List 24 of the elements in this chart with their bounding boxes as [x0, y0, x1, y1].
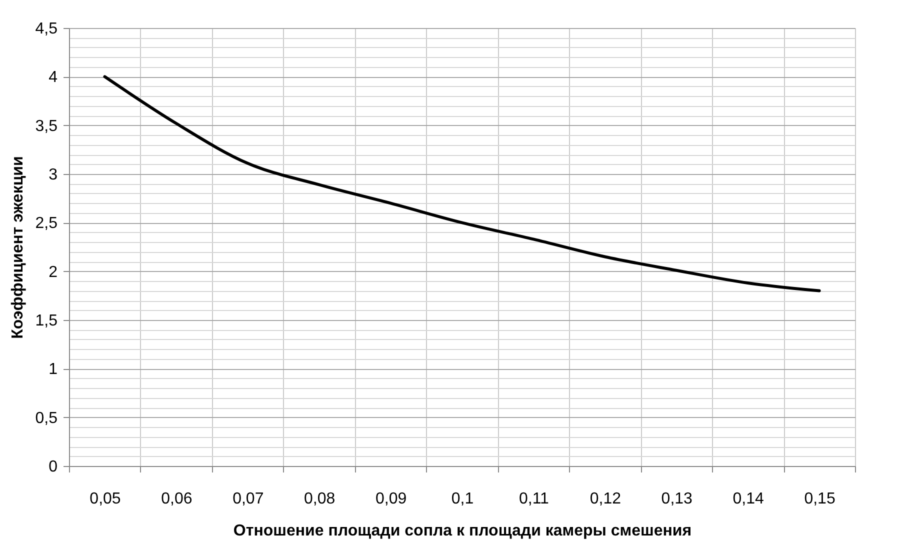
x-tick-label: 0,09 — [375, 490, 407, 508]
y-tick-label: 0 — [48, 458, 58, 476]
x-tick-label: 0,1 — [451, 490, 474, 508]
x-tick-label: 0,06 — [161, 490, 192, 508]
x-tick-label: 0,08 — [304, 490, 336, 508]
x-tick-label: 0,07 — [232, 490, 264, 508]
x-tick-label: 0,05 — [90, 490, 121, 508]
y-tick-label: 3 — [48, 166, 58, 184]
x-axis-title: Отношение площади сопла к площади камеры смешения — [233, 522, 692, 540]
y-tick-label: 3,5 — [35, 118, 58, 135]
x-tick-label: 0,15 — [804, 490, 836, 508]
y-tick-label: 1,5 — [35, 312, 58, 330]
x-tick-label: 0,11 — [518, 490, 550, 508]
y-tick-label: 4,5 — [35, 20, 58, 38]
y-tick-label: 4 — [48, 69, 58, 86]
x-tick-label: 0,13 — [661, 490, 693, 508]
y-axis-title: Коэффициент эжекции — [9, 156, 26, 339]
x-tick-label: 0,14 — [732, 490, 764, 508]
y-tick-label: 2 — [48, 264, 58, 281]
y-tick-label: 1 — [48, 361, 58, 378]
x-tick-label: 0,12 — [590, 490, 622, 508]
y-tick-label: 0,5 — [35, 410, 58, 427]
y-tick-label: 2,5 — [35, 215, 58, 232]
line-series — [103, 75, 821, 292]
